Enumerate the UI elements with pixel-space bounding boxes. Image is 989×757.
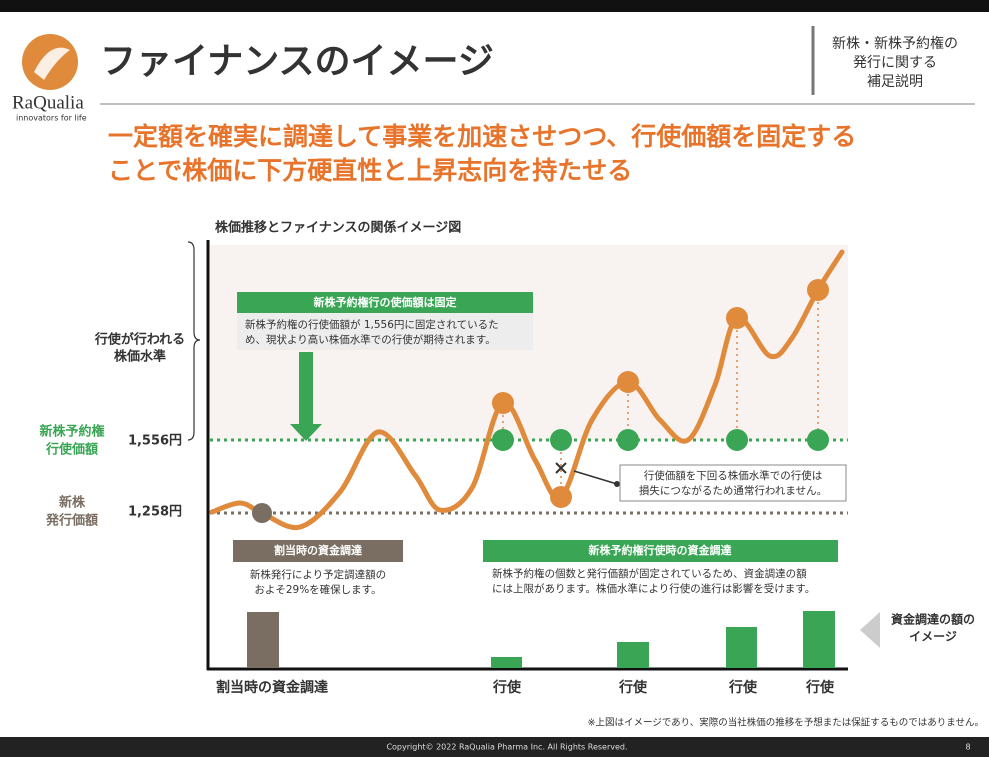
x-label: 行使 bbox=[728, 679, 758, 696]
side-arrow bbox=[860, 612, 880, 648]
bracket bbox=[187, 241, 201, 441]
logo-name: RaQualia bbox=[12, 92, 84, 113]
fixed-box-body bbox=[237, 313, 533, 350]
exercise-bar bbox=[803, 611, 835, 668]
callout-dot bbox=[614, 481, 620, 487]
allotment-bar bbox=[247, 612, 279, 668]
exercise-level: 行使が行われる bbox=[94, 332, 185, 348]
warrant-price-label: 行使価額 bbox=[45, 442, 98, 458]
allotment-box-head bbox=[233, 540, 403, 562]
lead: ことで株価に下方硬直性と上昇志向を持たせる bbox=[108, 156, 632, 185]
callout-box bbox=[619, 464, 847, 502]
callout-line bbox=[573, 470, 618, 485]
exercise-bar bbox=[491, 657, 522, 668]
x-label: 行使 bbox=[618, 679, 648, 696]
footnote: ※上図はイメージであり、実際の当社株価の推移を予想または保証するものではありませ… bbox=[587, 717, 984, 729]
top-band bbox=[0, 0, 989, 12]
side-label: イメージ bbox=[909, 630, 957, 644]
warrant-price-label: 新株予約権 bbox=[39, 424, 104, 440]
callout-text: 行使価額を下回る株価水準での行使は bbox=[644, 469, 823, 482]
fixed-box-head bbox=[237, 292, 533, 313]
allotment-dot bbox=[252, 503, 272, 523]
share-price-label: 発行価額 bbox=[45, 513, 98, 529]
exercise-level: 株価水準 bbox=[114, 349, 166, 365]
allotment-box-text: およそ29%を確保します。 bbox=[254, 583, 381, 596]
exercise-bar bbox=[617, 642, 649, 668]
fixed-box-text: 新株予約権の行使価額が 1,556円に固定されているた bbox=[245, 318, 499, 331]
side-note: 新株・新株予約権の bbox=[832, 35, 958, 52]
exercise-box-text: 新株予約権の個数と発行価額が固定されているため、資金調達の額 bbox=[492, 567, 807, 580]
side-note: 補足説明 bbox=[867, 74, 923, 90]
page-number: 8 bbox=[965, 743, 970, 752]
figure-title: 株価推移とファイナンスの関係イメージ図 bbox=[215, 220, 461, 236]
down-arrow bbox=[290, 352, 322, 441]
copyright: Copyright© 2022 RaQualia Pharma Inc. All… bbox=[386, 743, 627, 752]
allotment-box-title: 割当時の資金調達 bbox=[274, 543, 362, 557]
allotment-box-text: 新株発行により予定調達額の bbox=[250, 568, 386, 581]
fixed-box-text: め、現状より高い株価水準での行使が期待されます。 bbox=[245, 333, 496, 346]
share-price: 1,258円 bbox=[128, 505, 182, 520]
exercise-box-text: には上限があります。株価水準により行使の進行は影響を受けます。 bbox=[492, 582, 815, 595]
exercise-box-title: 新株予約権行使時の資金調達 bbox=[589, 543, 732, 557]
warrant-price: 1,556円 bbox=[128, 434, 182, 449]
side-note: 発行に関する bbox=[853, 55, 937, 71]
side-label: 資金調達の額の bbox=[891, 612, 975, 627]
x-label: 割当時の資金調達 bbox=[216, 679, 328, 696]
logo-swoosh bbox=[34, 47, 70, 80]
x-mark bbox=[555, 462, 567, 474]
exercise-bar bbox=[726, 627, 757, 668]
footer-band bbox=[0, 737, 989, 757]
price-curve bbox=[209, 249, 845, 531]
lead: 一定額を確実に調達して事業を加速させつつ、行使価額を固定する bbox=[108, 122, 856, 151]
share-price-label: 新株 bbox=[59, 495, 86, 511]
logo-tagline: innovators for life bbox=[16, 114, 87, 123]
exercise-dots bbox=[492, 429, 829, 451]
exercise-box-head bbox=[483, 540, 838, 562]
fixed-box-title: 新株予約権行の使価額は固定 bbox=[314, 295, 457, 309]
price-dots bbox=[492, 279, 829, 508]
callout-text: 損失につながるため通常行われません。 bbox=[639, 484, 827, 497]
x-label: 行使 bbox=[492, 679, 522, 696]
title: ファイナンスのイメージ bbox=[100, 41, 494, 82]
x-label: 行使 bbox=[805, 679, 835, 696]
